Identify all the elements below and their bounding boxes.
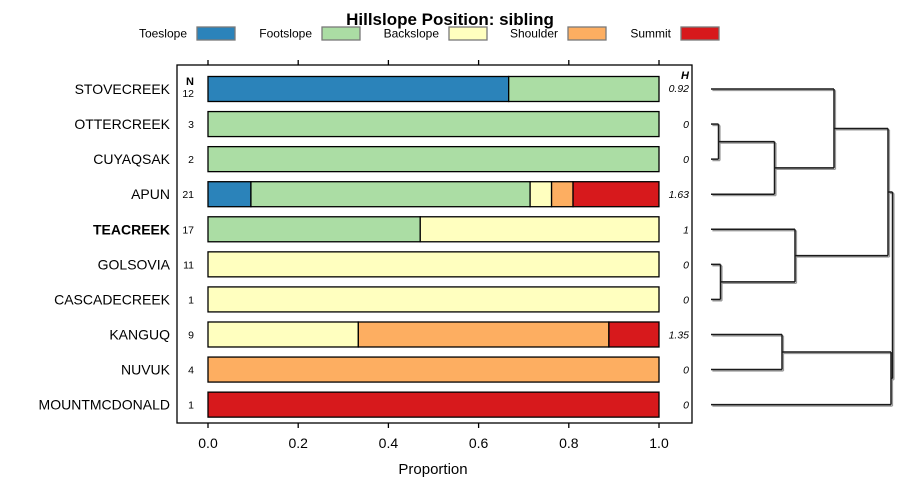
bar-segment-summit: [207, 391, 660, 418]
x-tick-label: 0.2: [288, 435, 308, 451]
row-label-cascadecreek: CASCADECREEK: [54, 291, 171, 307]
h-value: 0.92: [669, 83, 690, 95]
h-value: 1.35: [669, 329, 690, 341]
n-value: 21: [182, 189, 194, 201]
n-column-header: N: [186, 76, 194, 88]
bar-segment-toeslope: [207, 181, 252, 208]
n-value: 9: [188, 329, 194, 341]
dendrogram: [711, 88, 895, 407]
legend-label-backslope: Backslope: [384, 27, 440, 41]
bar-segment-footslope: [207, 110, 660, 138]
x-tick-label: 0.0: [198, 435, 218, 451]
legend-label-summit: Summit: [630, 27, 671, 41]
row-label-cuyaqsak: CUYAQSAK: [93, 151, 170, 167]
h-column-header: H: [681, 70, 690, 82]
n-value: 12: [182, 88, 194, 100]
row-label-teacreek: TEACREEK: [93, 221, 170, 237]
bar-segment-backslope: [419, 216, 660, 243]
n-value: 17: [182, 224, 194, 236]
h-value: 0: [683, 259, 689, 271]
plot-box: [176, 64, 693, 424]
h-value: 0: [683, 365, 689, 377]
row-label-mountmcdonald: MOUNTMCDONALD: [39, 397, 170, 413]
bar-segment-footslope: [207, 216, 421, 243]
row-label-nuvuk: NUVUK: [121, 362, 171, 378]
bar-segment-summit: [608, 321, 660, 348]
legend-label-toeslope: Toeslope: [139, 27, 187, 41]
n-value: 4: [188, 365, 194, 377]
bar-segment-footslope: [207, 145, 660, 173]
legend-swatch-summit: [680, 26, 720, 41]
n-value: 1: [188, 400, 194, 412]
legend-swatch-toeslope: [196, 26, 236, 41]
legend-swatch-footslope: [321, 26, 361, 41]
n-value: 2: [188, 154, 194, 166]
legend-swatch-backslope: [448, 26, 488, 41]
legend: Toeslope Footslope Backslope Shoulder Summit: [139, 26, 720, 41]
bar-segment-backslope: [207, 321, 359, 348]
row-label-stovecreek: STOVECREEK: [75, 81, 171, 97]
chart-title: Hillslope Position: sibling: [346, 10, 554, 29]
x-axis-title: Proportion: [398, 461, 467, 478]
bar-segment-backslope: [529, 181, 553, 208]
h-value: 0: [683, 294, 689, 306]
bar-segment-shoulder: [550, 181, 574, 208]
n-value: 11: [183, 259, 194, 271]
row-label-ottercreek: OTTERCREEK: [74, 116, 170, 132]
bar-segment-footslope: [508, 75, 660, 103]
row-label-apun: APUN: [131, 186, 170, 202]
bar-segment-backslope: [207, 251, 660, 278]
x-axis: 0.0 0.2 0.4 0.6 0.8 1.0: [198, 60, 669, 451]
h-value: 1.63: [669, 189, 690, 201]
bar-rows: STOVECREEK 12 0.92 OTTERCREEK 3 0 CUYAQSAK 2 0 AP…: [39, 75, 690, 418]
bar-segment-shoulder: [207, 356, 660, 383]
row-label-kanguq: KANGUQ: [109, 326, 170, 342]
x-tick-label: 0.8: [559, 435, 579, 451]
n-value: 3: [188, 119, 194, 131]
bar-segment-toeslope: [207, 75, 510, 103]
h-value: 1: [683, 224, 689, 236]
x-tick-label: 0.4: [379, 435, 399, 451]
h-value: 0: [683, 119, 689, 131]
n-value: 1: [188, 294, 194, 306]
legend-label-footslope: Footslope: [259, 27, 312, 41]
h-value: 0: [683, 154, 689, 166]
row-label-golsovia: GOLSOVIA: [98, 256, 171, 272]
bar-segment-summit: [572, 181, 660, 208]
x-tick-label: 0.6: [469, 435, 489, 451]
bar-segment-footslope: [250, 181, 531, 208]
h-value: 0: [683, 400, 689, 412]
x-tick-label: 1.0: [649, 435, 669, 451]
bar-segment-shoulder: [357, 321, 610, 348]
bar-segment-backslope: [207, 286, 660, 313]
legend-label-shoulder: Shoulder: [510, 27, 558, 41]
legend-swatch-shoulder: [567, 26, 607, 41]
